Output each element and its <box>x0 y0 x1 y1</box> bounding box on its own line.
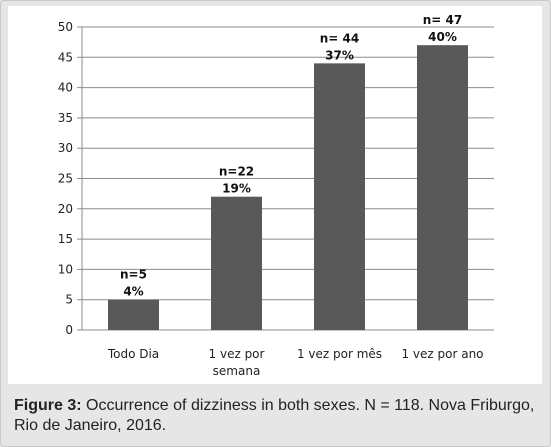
x-tick-labels: Todo Dia 1 vez por semana 1 vez por mês 1 ve… <box>107 347 484 378</box>
data-label-pct: 4% <box>123 285 143 299</box>
y-tick-label: 10 <box>58 262 73 276</box>
y-tick-label: 35 <box>58 111 73 125</box>
x-tick-label: 1 vez por mês <box>297 347 382 361</box>
data-label-n: n=5 <box>120 268 147 282</box>
y-tick-label: 30 <box>58 141 73 155</box>
x-tick-label: 1 vez por <box>209 347 265 361</box>
y-tick-label: 0 <box>65 323 73 337</box>
data-label-n: n= 47 <box>423 13 462 27</box>
figure-caption: Figure 3: Occurrence of dizziness in bot… <box>14 396 539 436</box>
y-tick-label: 45 <box>58 50 73 64</box>
bar <box>314 63 365 331</box>
data-label-n: n=22 <box>219 165 254 179</box>
y-tick-label: 50 <box>58 20 73 34</box>
y-tick-label: 5 <box>65 293 73 307</box>
data-label-pct: 37% <box>325 48 354 62</box>
x-tick-label: Todo Dia <box>107 347 159 361</box>
y-tick-label: 40 <box>58 81 73 95</box>
bar <box>211 196 262 330</box>
y-tick-label: 15 <box>58 232 73 246</box>
caption-text: Occurrence of dizziness in both sexes. N… <box>14 397 535 434</box>
data-label-n: n= 44 <box>320 31 359 45</box>
data-label-pct: 19% <box>222 182 251 196</box>
data-label-pct: 40% <box>428 30 457 44</box>
y-tick-labels: 0 5 10 15 20 25 30 35 40 45 50 <box>58 20 73 337</box>
bar <box>108 299 159 330</box>
x-tick-label: 1 vez por ano <box>401 347 483 361</box>
x-tick-label: semana <box>213 364 261 378</box>
caption-lead: Figure 3: <box>14 397 82 414</box>
data-labels: n=5 4% n=22 19% n= 44 37% n= 47 40% <box>120 13 462 299</box>
y-tick-label: 20 <box>58 202 73 216</box>
bar <box>417 45 468 331</box>
y-tick-label: 25 <box>58 172 73 186</box>
bars <box>108 45 468 331</box>
